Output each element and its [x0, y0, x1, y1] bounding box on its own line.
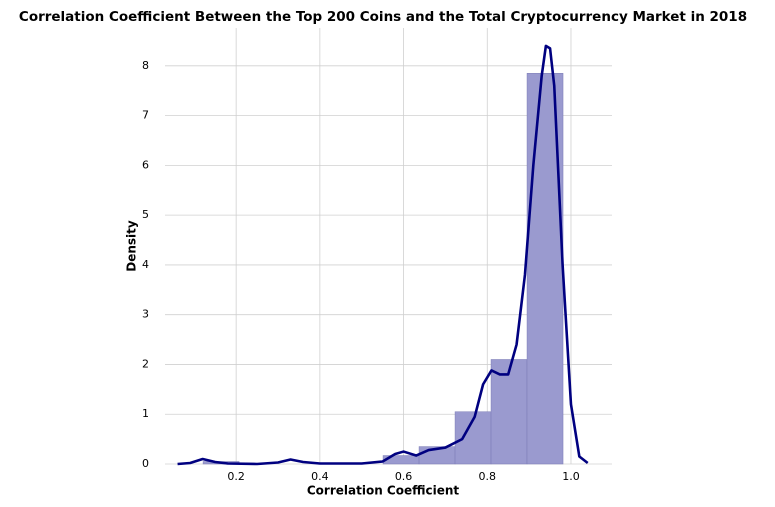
y-tick-label: 6 [142, 158, 149, 171]
kde-line [177, 44, 589, 466]
x-tick-label: 0.2 [227, 470, 245, 483]
y-tick-label: 2 [142, 357, 149, 370]
x-tick-label: 0.6 [395, 470, 413, 483]
y-tick-label: 4 [142, 258, 149, 271]
y-tick-label: 5 [142, 208, 149, 221]
y-axis-label: Density [125, 220, 139, 272]
x-tick-label: 1.0 [562, 470, 580, 483]
x-tick-label: 0.8 [479, 470, 497, 483]
chart-title: Correlation Coefficient Between the Top … [19, 9, 747, 25]
x-tick-label: 0.4 [311, 470, 329, 483]
bar [490, 359, 528, 465]
x-axis-label: Correlation Coefficient [307, 484, 460, 498]
y-tick-label: 8 [142, 59, 149, 72]
y-tick-label: 1 [142, 407, 149, 420]
y-tick-label: 0 [142, 457, 149, 470]
y-tick-label: 3 [142, 308, 149, 321]
y-tick-label: 7 [142, 109, 149, 122]
